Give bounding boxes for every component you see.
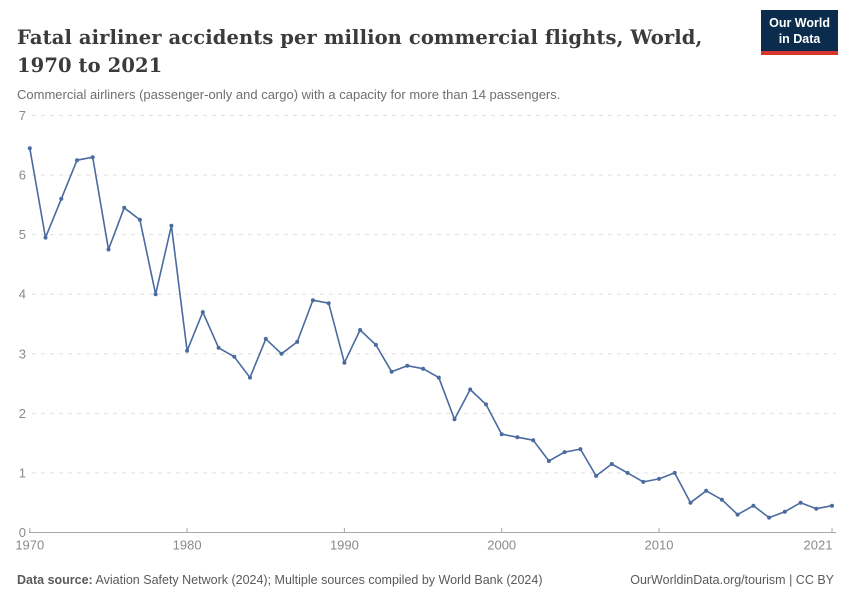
- y-tick-label-3: 3: [19, 346, 26, 361]
- data-point-1985: [263, 336, 268, 341]
- x-tick-label-1990: 1990: [330, 538, 359, 553]
- data-point-2002: [531, 438, 536, 443]
- data-point-1976: [122, 205, 127, 210]
- data-point-1974: [90, 155, 95, 160]
- data-point-2006: [594, 473, 599, 478]
- data-point-1997: [452, 417, 457, 422]
- data-point-1973: [75, 158, 79, 163]
- data-point-1979: [169, 223, 174, 228]
- data-point-1972: [59, 196, 64, 201]
- data-source-text: Aviation Safety Network (2024); Multiple…: [92, 573, 543, 587]
- data-point-1998: [468, 387, 473, 392]
- x-tick-label-2021: 2021: [804, 538, 833, 553]
- data-point-1999: [484, 402, 488, 407]
- data-point-2020: [814, 506, 819, 511]
- data-point-1975: [106, 247, 111, 252]
- data-point-1978: [153, 292, 158, 297]
- data-point-2016: [751, 503, 756, 508]
- credit-link[interactable]: OurWorldinData.org/tourism | CC BY: [630, 573, 834, 587]
- data-point-1992: [373, 342, 378, 347]
- data-point-1980: [185, 348, 190, 353]
- data-point-1970: [27, 146, 32, 151]
- data-point-2012: [688, 500, 693, 505]
- data-point-1971: [43, 235, 48, 240]
- x-tick-label-2000: 2000: [487, 538, 516, 553]
- y-tick-label-5: 5: [19, 227, 26, 242]
- page-subtitle: Commercial airliners (passenger-only and…: [17, 87, 561, 102]
- owid-logo-line1: Our World: [769, 16, 830, 30]
- owid-logo[interactable]: Our World in Data: [761, 10, 838, 56]
- data-point-2005: [578, 447, 583, 452]
- data-point-1996: [436, 375, 441, 380]
- data-point-1987: [295, 339, 300, 344]
- data-point-1989: [326, 301, 331, 306]
- data-point-1991: [358, 328, 363, 332]
- y-tick-label-6: 6: [19, 168, 26, 183]
- data-point-2003: [546, 459, 551, 463]
- data-line-world: [28, 147, 833, 519]
- data-point-2015: [735, 512, 740, 517]
- data-point-2019: [798, 500, 803, 505]
- data-point-2013: [704, 488, 709, 493]
- page-title: Fatal airliner accidents per million com…: [17, 26, 703, 77]
- data-point-2008: [625, 470, 630, 475]
- data-point-1981: [200, 310, 205, 315]
- data-point-2014: [719, 497, 724, 502]
- x-tick-label-1980: 1980: [173, 538, 202, 553]
- data-point-2010: [657, 476, 661, 481]
- y-tick-label-0: 0: [19, 525, 26, 540]
- x-tick-label-2010: 2010: [645, 538, 674, 553]
- data-point-1984: [248, 375, 252, 380]
- data-point-2011: [672, 470, 677, 475]
- data-point-1990: [342, 360, 347, 365]
- x-tick-label-1970: 1970: [15, 538, 44, 553]
- data-point-1986: [279, 351, 284, 356]
- data-point-2009: [641, 479, 646, 484]
- data-point-1982: [216, 345, 221, 350]
- data-source: Data source: Aviation Safety Network (20…: [17, 573, 542, 587]
- data-point-2001: [515, 435, 520, 440]
- y-tick-label-7: 7: [19, 108, 26, 123]
- data-point-1993: [389, 369, 394, 374]
- data-point-2017: [767, 515, 772, 520]
- chart-footer: Data source: Aviation Safety Network (20…: [17, 573, 834, 587]
- data-point-2000: [499, 432, 504, 437]
- data-point-2021: [830, 503, 834, 508]
- data-point-2018: [782, 509, 787, 514]
- owid-logo-line2: in Data: [778, 31, 821, 46]
- data-point-1983: [232, 354, 237, 359]
- data-point-1995: [421, 366, 426, 371]
- y-tick-label-2: 2: [19, 406, 26, 421]
- data-source-label: Data source:: [17, 573, 93, 587]
- data-point-1994: [405, 363, 410, 368]
- data-point-2007: [609, 462, 614, 466]
- data-point-1988: [310, 298, 315, 303]
- y-tick-label-4: 4: [19, 287, 26, 302]
- data-point-1977: [137, 217, 142, 222]
- y-tick-label-1: 1: [19, 465, 26, 480]
- data-point-2004: [562, 450, 567, 455]
